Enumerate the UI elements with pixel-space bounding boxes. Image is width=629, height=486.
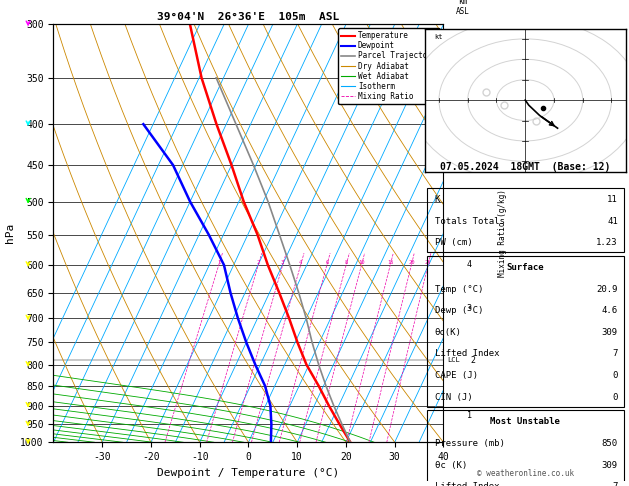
Text: 8: 8 — [467, 31, 472, 40]
Text: 309: 309 — [602, 461, 618, 469]
Text: kt: kt — [435, 35, 443, 40]
Text: 309: 309 — [602, 328, 618, 337]
Text: 15: 15 — [387, 260, 394, 265]
Text: Temp (°C): Temp (°C) — [435, 285, 483, 294]
Text: km
ASL: km ASL — [456, 0, 470, 16]
Text: 1: 1 — [467, 411, 472, 420]
Text: 6: 6 — [325, 260, 328, 265]
Text: 7: 7 — [467, 93, 472, 102]
Text: 07.05.2024  18GMT  (Base: 12): 07.05.2024 18GMT (Base: 12) — [440, 161, 610, 172]
Text: 4: 4 — [467, 260, 472, 269]
Bar — [426, 256, 624, 407]
Text: © weatheronline.co.uk: © weatheronline.co.uk — [477, 469, 574, 478]
Text: Lifted Index: Lifted Index — [435, 482, 499, 486]
Text: 4: 4 — [299, 260, 303, 265]
Text: CIN (J): CIN (J) — [435, 393, 472, 401]
Bar — [426, 188, 624, 252]
Text: LCL: LCL — [447, 357, 460, 364]
Bar — [426, 410, 624, 486]
Text: 6: 6 — [467, 128, 472, 137]
Text: Dewp (°C): Dewp (°C) — [435, 306, 483, 315]
Text: 20: 20 — [408, 260, 415, 265]
X-axis label: Dewpoint / Temperature (°C): Dewpoint / Temperature (°C) — [157, 468, 340, 478]
Text: Most Unstable: Most Unstable — [490, 417, 560, 427]
Text: 8: 8 — [345, 260, 348, 265]
Text: 850: 850 — [602, 439, 618, 448]
Text: 3: 3 — [467, 304, 472, 313]
Legend: Temperature, Dewpoint, Parcel Trajectory, Dry Adiabat, Wet Adiabat, Isotherm, Mi: Temperature, Dewpoint, Parcel Trajectory… — [338, 28, 440, 104]
Y-axis label: hPa: hPa — [4, 223, 14, 243]
Text: 20.9: 20.9 — [596, 285, 618, 294]
Text: Totals Totals: Totals Totals — [435, 217, 504, 226]
Text: 2: 2 — [470, 356, 476, 365]
Text: 2: 2 — [257, 260, 260, 265]
Text: 7: 7 — [613, 349, 618, 358]
Text: PW (cm): PW (cm) — [435, 238, 472, 247]
Text: Mixing Ratio (g/kg): Mixing Ratio (g/kg) — [498, 190, 507, 277]
Text: 1.23: 1.23 — [596, 238, 618, 247]
Text: 1: 1 — [217, 260, 220, 265]
Title: 39°04'N  26°36'E  105m  ASL: 39°04'N 26°36'E 105m ASL — [157, 12, 340, 22]
Text: Pressure (mb): Pressure (mb) — [435, 439, 504, 448]
Text: 3: 3 — [281, 260, 284, 265]
Text: 4.6: 4.6 — [602, 306, 618, 315]
Text: 41: 41 — [607, 217, 618, 226]
Text: K: K — [435, 195, 440, 204]
Text: 5: 5 — [467, 164, 472, 174]
Text: Surface: Surface — [506, 263, 544, 272]
Text: 7: 7 — [613, 482, 618, 486]
Text: 0: 0 — [613, 393, 618, 401]
Text: θc (K): θc (K) — [435, 461, 467, 469]
Text: 11: 11 — [607, 195, 618, 204]
Text: CAPE (J): CAPE (J) — [435, 371, 477, 380]
Text: 0: 0 — [613, 371, 618, 380]
Text: 10: 10 — [359, 260, 365, 265]
Text: θc(K): θc(K) — [435, 328, 462, 337]
Text: Lifted Index: Lifted Index — [435, 349, 499, 358]
Text: 25: 25 — [425, 260, 431, 265]
